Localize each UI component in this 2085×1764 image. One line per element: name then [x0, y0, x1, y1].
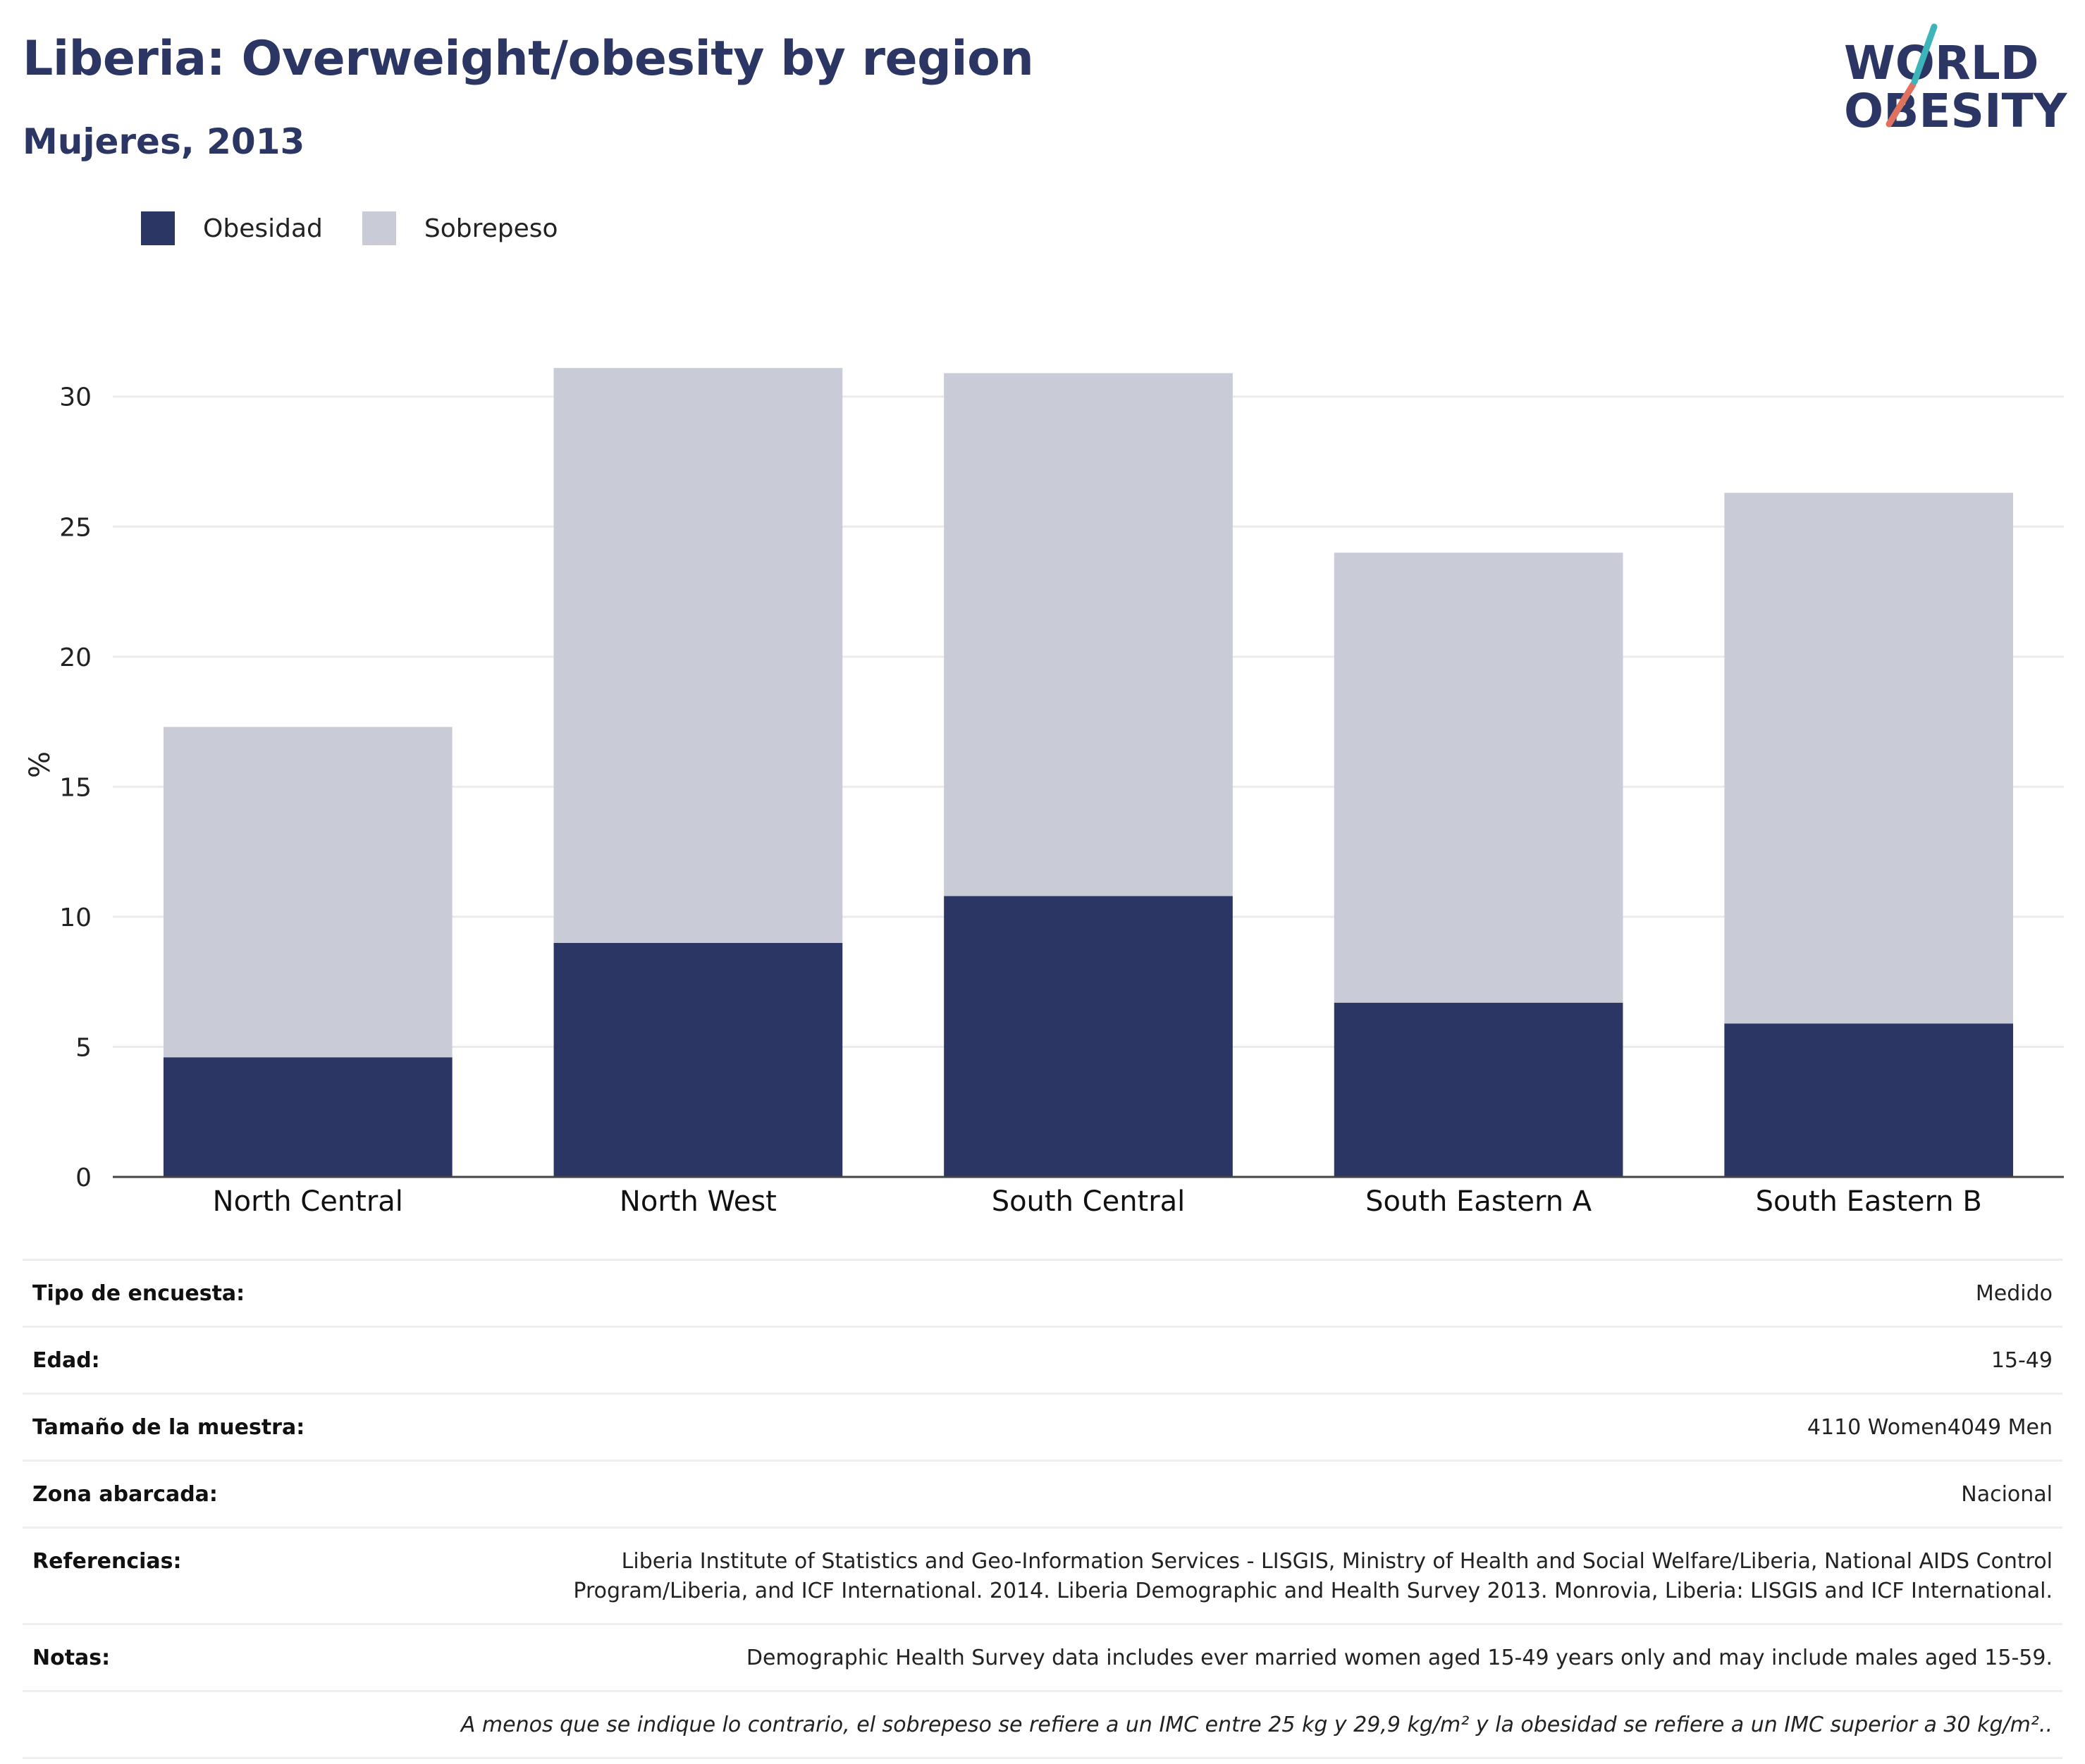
meta-key: Tipo de encuesta: — [32, 1281, 245, 1306]
logo-line-1: WORLD — [1844, 36, 2039, 90]
x-tick-label: South Central — [992, 1185, 1186, 1218]
x-tick-label: North West — [620, 1185, 777, 1218]
y-tick-label: 5 — [75, 1033, 92, 1062]
meta-value: Liberia Institute of Statistics and Geo-… — [573, 1549, 2053, 1603]
bar-obesidad — [944, 896, 1233, 1177]
bar-sobrepeso — [1334, 553, 1623, 1003]
meta-key: Notas: — [32, 1646, 111, 1670]
bar-obesidad — [1334, 1002, 1623, 1177]
y-tick-label: 10 — [59, 903, 92, 932]
logo-teal-slash — [1911, 23, 1938, 85]
stacked-bar-chart: 0 5 10 15 20 25 30% North Central North West Sout… — [24, 368, 2064, 1218]
meta-value: 15-49 — [1991, 1348, 2053, 1373]
y-tick-label: 30 — [59, 383, 92, 412]
chart-subtitle: Mujeres, 2013 — [23, 121, 305, 162]
world-obesity-logo: WORLD OBESITY — [1844, 23, 2068, 138]
y-tick-label: 0 — [75, 1164, 92, 1192]
legend-label-sobrepeso: Sobrepeso — [424, 214, 558, 243]
bar-sobrepeso — [1724, 493, 2014, 1024]
bar-obesidad — [163, 1057, 453, 1177]
meta-key: Edad: — [32, 1348, 100, 1373]
meta-row-sample-size: Tamaño de la muestra: 4110 Women4049 Men — [23, 1395, 2062, 1462]
meta-key: Zona abarcada: — [32, 1482, 218, 1507]
meta-value: 4110 Women4049 Men — [1807, 1415, 2053, 1440]
y-tick-label: 25 — [59, 513, 92, 542]
legend-swatch-sobrepeso — [362, 211, 396, 245]
meta-value: Demographic Health Survey data includes … — [746, 1646, 2053, 1670]
legend-item-obesidad[interactable]: Obesidad — [141, 211, 323, 245]
logo-coral-slash — [1886, 81, 1917, 128]
y-tick-label: 15 — [59, 773, 92, 802]
bar-obesidad — [1724, 1023, 2014, 1177]
legend-swatch-obesidad — [141, 211, 175, 245]
chart-legend: Obesidad Sobrepeso — [141, 207, 558, 249]
legend-item-sobrepeso[interactable]: Sobrepeso — [362, 211, 558, 245]
meta-value: Nacional — [1961, 1482, 2053, 1507]
bar-obesidad — [553, 942, 843, 1177]
y-axis-label: % — [24, 751, 56, 778]
y-tick-label: 20 — [59, 643, 92, 672]
meta-row-notes: Notas: Demographic Health Survey data in… — [23, 1625, 2062, 1692]
meta-key: Referencias: — [32, 1549, 182, 1574]
logo-line-2: OBESITY — [1844, 84, 2068, 138]
meta-row-footnote: A menos que se indique lo contrario, el … — [23, 1692, 2062, 1759]
bar-sobrepeso — [163, 727, 453, 1058]
meta-row-references: Referencias: Liberia Institute of Statis… — [23, 1529, 2062, 1625]
meta-value: Medido — [1975, 1281, 2053, 1306]
footnote-text: A menos que se indique lo contrario, el … — [460, 1713, 2053, 1737]
meta-key: Tamaño de la muestra: — [32, 1415, 305, 1440]
legend-label-obesidad: Obesidad — [203, 214, 323, 243]
survey-details-table: Tipo de encuesta: Medido Edad: 15-49 Tam… — [23, 1259, 2062, 1759]
meta-row-survey-type: Tipo de encuesta: Medido — [23, 1261, 2062, 1328]
bar-sobrepeso — [553, 368, 843, 943]
x-tick-label: South Eastern B — [1756, 1185, 1982, 1218]
x-tick-label: South Eastern A — [1365, 1185, 1592, 1218]
bar-sobrepeso — [944, 373, 1233, 896]
meta-row-age: Edad: 15-49 — [23, 1328, 2062, 1395]
chart-title: Liberia: Overweight/obesity by region — [23, 31, 1034, 87]
x-tick-label: North Central — [213, 1185, 403, 1218]
meta-row-area: Zona abarcada: Nacional — [23, 1462, 2062, 1529]
